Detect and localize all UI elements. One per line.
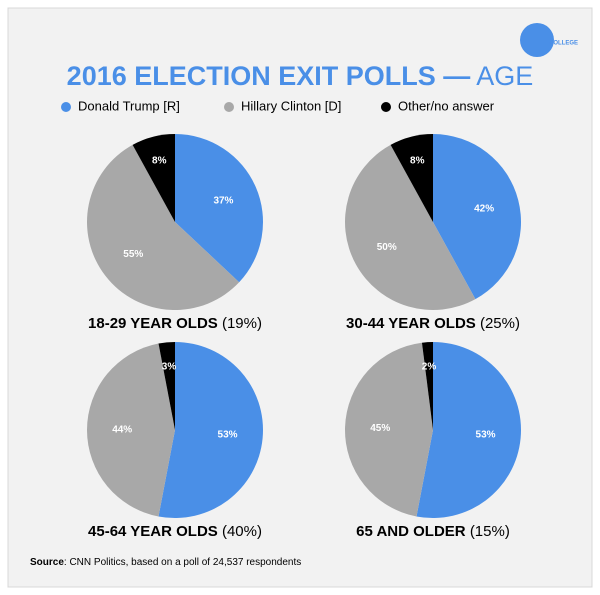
- legend-label: Other/no answer: [398, 98, 495, 113]
- page-title: 2016 ELECTION EXIT POLLS — AGE: [67, 61, 534, 91]
- legend-swatch: [61, 102, 71, 112]
- title-main: 2016 ELECTION EXIT POLLS —: [67, 61, 471, 91]
- pie-title-main: 45-64 YEAR OLDS: [88, 523, 218, 540]
- pie-title: 45-64 YEAR OLDS (40%): [88, 523, 262, 540]
- pie-subtitle: (25%): [480, 315, 520, 332]
- slice-label: 37%: [213, 196, 233, 207]
- slice-label: 50%: [377, 242, 397, 253]
- pie-slice: [87, 144, 240, 310]
- pie-title: 18-29 YEAR OLDS (19%): [88, 315, 262, 332]
- legend-swatch: [224, 102, 234, 112]
- source-text: : CNN Politics, based on a poll of 24,53…: [64, 557, 301, 568]
- slice-label: 8%: [410, 155, 425, 166]
- slice-label: 2%: [422, 361, 437, 372]
- title-sub: AGE: [476, 61, 533, 91]
- pie-title-main: 18-29 YEAR OLDS: [88, 315, 218, 332]
- panel: [7, 7, 593, 588]
- pie-slice: [175, 134, 264, 283]
- pie-title: 65 AND OLDER (15%): [356, 523, 510, 540]
- pie-slice: [158, 342, 175, 430]
- pie-subtitle: (19%): [222, 315, 262, 332]
- slice-label: 44%: [112, 425, 132, 436]
- pie-slice: [433, 134, 521, 300]
- legend-label: Donald Trump [R]: [78, 98, 180, 113]
- pie-title-main: 65 AND OLDER: [356, 523, 466, 540]
- pie-slice: [421, 342, 433, 430]
- source-label: Source: [30, 557, 64, 568]
- slice-label: 55%: [123, 249, 143, 260]
- slice-label: 53%: [476, 430, 496, 441]
- pie-title: 30-44 YEAR OLDS (25%): [346, 315, 520, 332]
- logo-circle: [520, 23, 554, 57]
- pie-slice: [86, 343, 175, 517]
- pie-subtitle: (40%): [222, 523, 262, 540]
- pie-slice: [132, 134, 175, 222]
- slice-label: 42%: [474, 204, 494, 215]
- pie-slice: [390, 134, 433, 222]
- slice-label: 3%: [162, 362, 177, 373]
- logo-text: COLLEGE: [549, 41, 578, 47]
- pie-slice: [345, 144, 476, 310]
- pie-slice: [416, 341, 521, 518]
- slice-label: 53%: [218, 430, 238, 441]
- slice-label: 45%: [370, 423, 390, 434]
- slice-label: 8%: [152, 155, 167, 166]
- legend-label: Hillary Clinton [D]: [241, 98, 341, 113]
- pie-slice: [345, 342, 433, 517]
- source: Source: CNN Politics, based on a poll of…: [30, 557, 301, 568]
- pie-title-main: 30-44 YEAR OLDS: [346, 315, 476, 332]
- pie-slice: [158, 342, 263, 518]
- pie-subtitle: (15%): [470, 523, 510, 540]
- legend-swatch: [381, 102, 391, 112]
